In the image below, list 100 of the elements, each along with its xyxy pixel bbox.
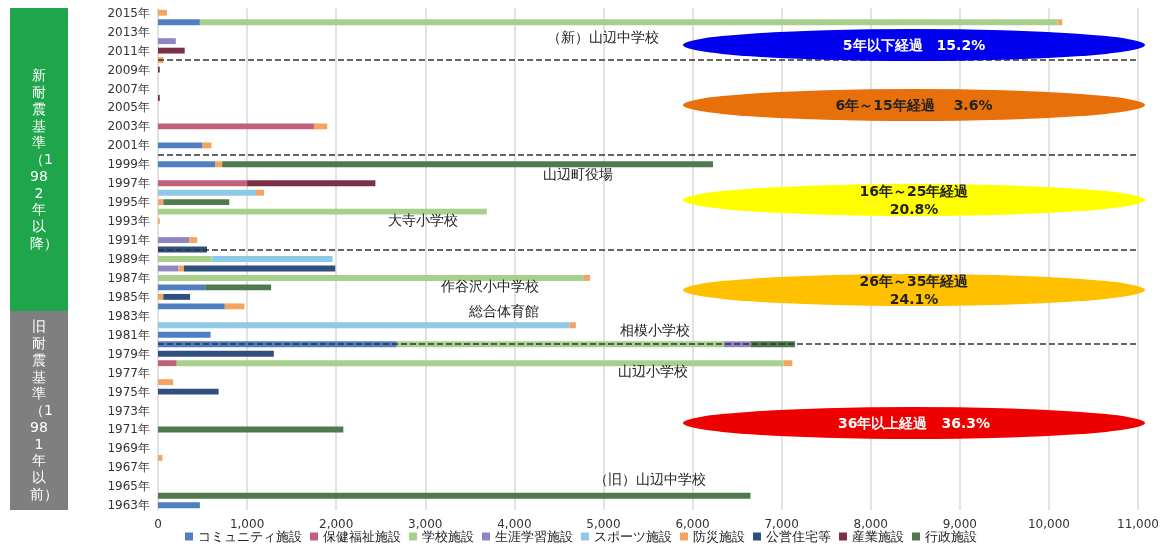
bar: [158, 9, 167, 16]
text: 旧耐震基準（1981年以前）: [29, 318, 58, 503]
x-tick-label: 5,000: [586, 517, 621, 531]
bar: [158, 237, 190, 243]
annotation: 大寺小学校: [388, 212, 458, 230]
bar: [158, 180, 248, 187]
legend-label: 保健福祉施設: [323, 529, 401, 544]
bar: [158, 379, 174, 386]
bar: [256, 189, 265, 196]
legend-label: スポーツ施設: [594, 529, 672, 544]
y-tick-label: 1993年: [107, 214, 150, 229]
y-tick-label: 2009年: [107, 62, 150, 77]
bar: [158, 331, 211, 338]
x-tick-label: 7,000: [764, 517, 799, 531]
y-tick-label: 1983年: [107, 308, 150, 323]
annotation: 6年～15年経過 3.6%: [835, 95, 993, 115]
legend-label: 学校施設: [422, 529, 474, 544]
y-tick-label: 1963年: [107, 498, 150, 513]
bar: [163, 199, 230, 206]
y-tick-label: 1979年: [107, 346, 150, 361]
annotation: 作谷沢小中学校: [441, 278, 539, 296]
annotation: 36年以上経過 36.3%: [837, 413, 991, 433]
bar: [158, 454, 163, 461]
bar: [178, 265, 184, 272]
bar: [158, 256, 212, 262]
bar: [189, 237, 198, 243]
annotation: （新）山辺中学校: [547, 29, 659, 47]
bar: [783, 360, 793, 367]
legend-label: 生涯学習施設: [495, 529, 573, 544]
bar: [158, 19, 200, 26]
x-tick-label: 4,000: [497, 517, 532, 531]
y-tick-label: 2001年: [107, 138, 150, 153]
bar: [158, 303, 225, 310]
y-tick-label: 1971年: [107, 422, 150, 437]
y-tick-label: 1967年: [107, 460, 150, 475]
x-tick-label: 11,000: [1117, 517, 1160, 531]
bar: [158, 275, 584, 281]
legend-label: 行政施設: [925, 529, 977, 544]
bar: [158, 208, 487, 215]
legend-label: 公営住宅等: [766, 529, 831, 544]
bar: [158, 502, 200, 509]
x-tick-label: 0: [154, 517, 162, 531]
bar: [224, 303, 245, 310]
bar: [205, 284, 272, 291]
x-tick-label: 2,000: [319, 517, 354, 531]
y-tick-label: 2005年: [107, 100, 150, 115]
x-tick-label: 1,000: [229, 517, 265, 531]
y-tick-label: 1987年: [107, 270, 150, 285]
annotation: 16年～25年経過 20.8%: [859, 181, 969, 219]
y-tick-label: 1965年: [107, 479, 150, 494]
y-tick-label: 1989年: [107, 252, 150, 266]
bar: [158, 492, 751, 499]
bar: [583, 275, 591, 281]
bar: [202, 142, 212, 149]
y-tick-label: 1977年: [107, 365, 150, 380]
annotation: 26年～35年経過 24.1%: [859, 271, 969, 309]
bar: [215, 161, 223, 168]
y-tick-label: 1985年: [107, 289, 150, 304]
bar: [158, 161, 216, 168]
legend-label: 防災施設: [693, 529, 745, 544]
bar: [211, 256, 333, 262]
bar: [158, 199, 164, 206]
annotation: 山辺町役場: [543, 166, 613, 184]
bar: [158, 38, 176, 45]
y-tick-label: 2013年: [107, 24, 150, 39]
bar: [313, 123, 328, 130]
y-tick-label: 1975年: [107, 384, 150, 399]
text: 新耐震基準（1982年以降）: [29, 67, 58, 252]
y-tick-label: 1997年: [107, 176, 150, 191]
bar: [158, 293, 164, 300]
bar: [158, 388, 219, 395]
bar: [222, 161, 714, 168]
y-tick-label: 2011年: [107, 43, 150, 58]
y-tick-label: 1969年: [107, 441, 150, 456]
bar: [158, 360, 177, 367]
y-tick-label: 2007年: [107, 81, 150, 96]
bar: [158, 350, 274, 357]
bar: [1057, 19, 1063, 26]
y-tick-label: 1981年: [107, 327, 150, 342]
x-tick-label: 10,000: [1027, 517, 1070, 531]
bar: [247, 180, 376, 187]
y-tick-label: 1995年: [107, 195, 150, 210]
y-tick-label: 2015年: [107, 5, 150, 20]
annotation: （旧）山辺中学校: [594, 471, 706, 489]
bar: [158, 123, 314, 130]
y-tick-label: 1999年: [107, 157, 150, 172]
annotation: 総合体育館: [469, 303, 539, 321]
bar: [163, 293, 191, 300]
x-tick-label: 3,000: [408, 517, 443, 531]
y-tick-label: 1973年: [107, 403, 150, 418]
bar: [158, 284, 206, 291]
legend-label: 産業施設: [852, 529, 904, 544]
annotation: 山辺小学校: [618, 363, 688, 381]
bar: [158, 322, 570, 329]
bar: [158, 47, 185, 54]
annotation: 5年以下経過 15.2%: [842, 35, 986, 55]
y-tick-label: 1991年: [107, 233, 150, 248]
x-tick-label: 6,000: [675, 517, 710, 531]
legend-label: コミュニティ施設: [198, 529, 302, 544]
bar: [158, 189, 256, 196]
